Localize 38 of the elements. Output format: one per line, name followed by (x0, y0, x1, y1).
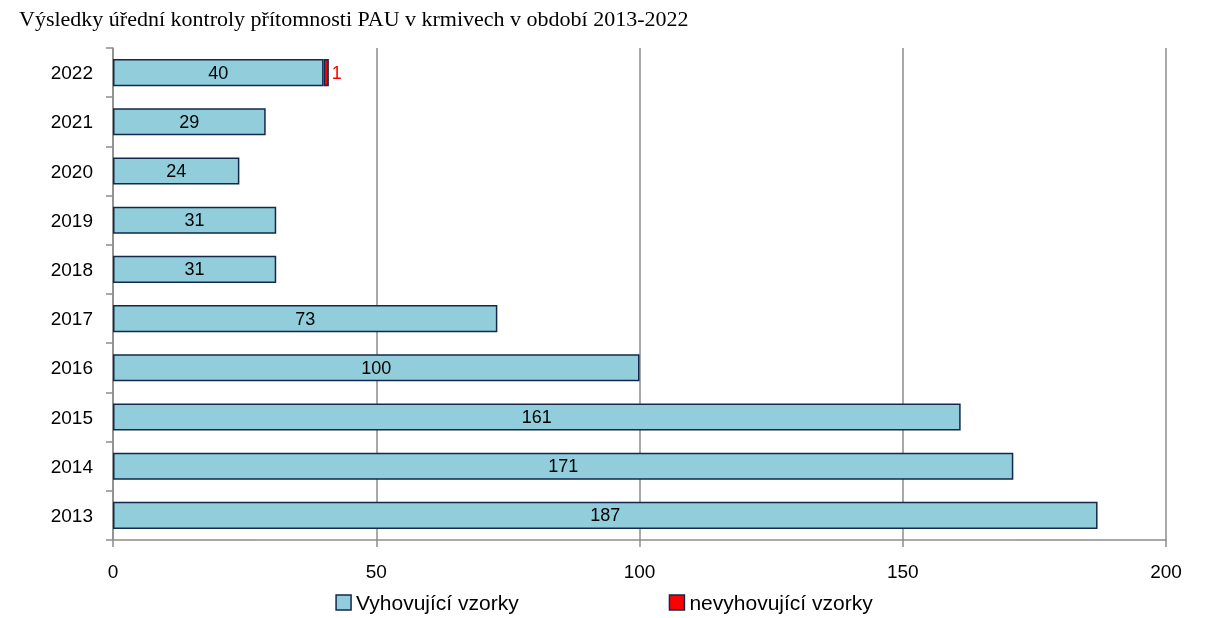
data-label: 31 (184, 210, 205, 231)
y-tick-label: 2016 (50, 357, 93, 379)
data-label: 100 (361, 357, 392, 378)
bar (113, 206, 277, 234)
bar (113, 403, 961, 431)
x-tick-label: 200 (1150, 561, 1182, 582)
y-tick-label: 2022 (50, 62, 93, 84)
data-label: 161 (521, 407, 552, 427)
data-label: 29 (179, 111, 200, 132)
bar (113, 255, 277, 283)
data-label: 24 (166, 161, 187, 181)
x-tick-label: 50 (365, 561, 387, 582)
y-tick-label: 2014 (50, 455, 94, 477)
x-tick-label: 0 (107, 561, 119, 582)
bar (113, 305, 498, 333)
legend-label: Vyhovující vzorky (356, 591, 520, 614)
data-label: 40 (208, 62, 229, 83)
y-tick-label: 2018 (50, 258, 93, 280)
y-tick-label: 2020 (50, 160, 93, 182)
y-tick-label: 2013 (50, 504, 93, 526)
legend-label: nevyhovující vzorky (689, 591, 874, 614)
bar (113, 501, 1098, 529)
y-tick-label: 2019 (50, 209, 93, 231)
data-label: 1 (331, 62, 342, 83)
x-tick-label: 150 (886, 561, 919, 582)
x-tick-label: 100 (623, 561, 656, 582)
data-label: 171 (548, 456, 579, 477)
data-label: 187 (590, 505, 621, 526)
bar (113, 354, 640, 382)
data-label: 73 (295, 308, 316, 329)
y-tick-label: 2017 (50, 308, 93, 330)
bar (113, 108, 266, 136)
data-label: 31 (184, 259, 205, 280)
bar (113, 157, 240, 185)
y-tick-label: 2015 (50, 406, 93, 428)
chart-title: Výsledky úřední kontroly přítomnosti PAU v krmivech v období 2013-2022 (19, 5, 689, 31)
bar (113, 452, 1014, 480)
y-tick-label: 2021 (50, 111, 93, 133)
